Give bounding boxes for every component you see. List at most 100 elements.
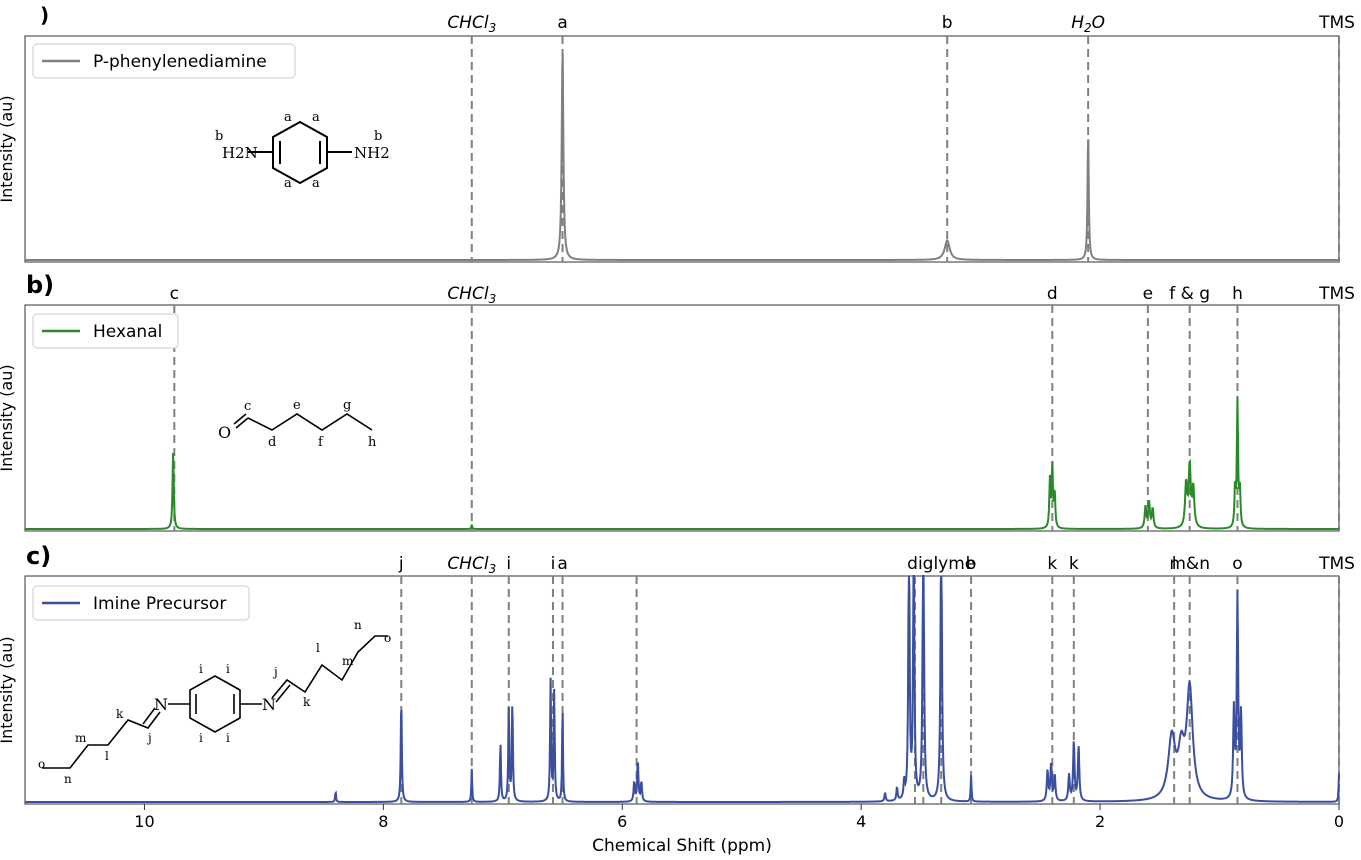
nitrogen-atom: N xyxy=(154,695,168,714)
imine-double-bond xyxy=(142,707,156,725)
peak-label: j xyxy=(398,554,404,574)
panel-a: ) CHCl3 a b H2O TMS P-phenylenediamine Inten… xyxy=(0,3,1355,263)
proton-label: i xyxy=(226,731,230,745)
carbon-label: e xyxy=(293,398,301,413)
x-tick-label: 6 xyxy=(617,812,627,831)
proton-label: i xyxy=(199,662,203,676)
x-tick-label: 4 xyxy=(856,812,866,831)
legend-box xyxy=(32,585,250,621)
imine-double-bond xyxy=(275,684,291,703)
proton-label: b xyxy=(215,129,223,144)
carbon-label: d xyxy=(268,435,276,450)
panel-label: ) xyxy=(40,3,49,27)
legend: Imine Precursor xyxy=(32,585,250,621)
chain-label: l xyxy=(316,641,320,655)
chain-label: j xyxy=(272,665,278,679)
right-chain xyxy=(271,635,388,699)
peak-label: i xyxy=(506,554,511,574)
peak-label: TMS xyxy=(1318,554,1355,574)
proton-label: a xyxy=(312,176,320,191)
y-axis-label: Intensity (au) xyxy=(0,636,16,743)
legend: Hexanal xyxy=(32,313,179,349)
peak-label: i xyxy=(551,554,556,574)
spectrum-trace xyxy=(25,575,1340,803)
peak-label: c xyxy=(170,284,179,304)
x-tick-label: 0 xyxy=(1334,812,1344,831)
proton-label: a xyxy=(284,176,292,191)
proton-label: b xyxy=(374,129,382,144)
peak-label: k xyxy=(1069,554,1079,574)
peak-label: m&n xyxy=(1169,554,1210,574)
y-axis-label: Intensity (au) xyxy=(0,95,16,202)
peak-label: CHCl3 xyxy=(447,284,496,306)
proton-label: i xyxy=(226,662,230,676)
carbonyl-bond xyxy=(233,413,247,425)
peak-label: b xyxy=(966,554,977,574)
chain-label: k xyxy=(116,707,124,721)
legend-label: P-phenylenediamine xyxy=(93,52,267,72)
panel-b: b) c CHCl3 d e f & g h TMS Hexanal Intensity (… xyxy=(0,271,1355,532)
peak-label: H2O xyxy=(1071,13,1105,35)
chain-label: m xyxy=(75,731,87,745)
p-phenylenediamine-structure: H2N NH2 a a a a b b xyxy=(215,110,390,191)
chain-label: k xyxy=(303,695,311,709)
carbon-chain xyxy=(247,413,373,431)
peak-label: CHCl3 xyxy=(447,554,496,576)
proton-label: a xyxy=(284,110,292,125)
x-tick-label: 10 xyxy=(134,812,154,831)
peak-label: f & g xyxy=(1169,284,1210,304)
spectrum-trace xyxy=(25,396,1339,530)
peak-label: a xyxy=(557,13,567,33)
chain-label: o xyxy=(38,757,45,771)
carbonyl-bond xyxy=(235,417,249,429)
peak-label: diglyme xyxy=(907,554,975,574)
chain-label: l xyxy=(105,749,109,763)
legend-box xyxy=(32,313,179,349)
carbon-label: g xyxy=(343,398,351,413)
proton-label: a xyxy=(312,110,320,125)
peak-label: l xyxy=(1172,554,1177,574)
proton-label: i xyxy=(199,731,203,745)
x-tick-label: 2 xyxy=(1095,812,1105,831)
carbon-label: c xyxy=(244,399,251,414)
x-axis-label: Chemical Shift (ppm) xyxy=(592,836,772,856)
legend-label: Hexanal xyxy=(93,322,162,342)
benzene-ring xyxy=(189,675,241,733)
plot-frame xyxy=(24,575,1340,805)
hexanal-structure: O c d e f g h xyxy=(218,398,377,450)
peak-label: a xyxy=(557,554,567,574)
peak-label: CHCl3 xyxy=(447,13,496,35)
carbon-label: f xyxy=(318,435,324,450)
chain-label: n xyxy=(64,772,72,786)
panel-label: b) xyxy=(26,271,54,299)
carbon-label: h xyxy=(368,435,377,450)
peak-label: k xyxy=(1047,554,1057,574)
left-chain xyxy=(42,711,161,769)
reference-lines: CHCl3 a b H2O TMS xyxy=(447,13,1355,262)
peak-label: e xyxy=(1143,284,1153,304)
peak-label: o xyxy=(1232,554,1242,574)
amine-group-left: H2N xyxy=(222,144,258,162)
amine-group-right: NH2 xyxy=(354,144,390,162)
legend: P-phenylenediamine xyxy=(32,43,296,79)
chain-label: n xyxy=(354,618,362,632)
chain-label: m xyxy=(342,654,354,668)
chain-label: o xyxy=(384,631,391,645)
x-tick-label: 8 xyxy=(378,812,388,831)
spectrum-trace xyxy=(25,53,1339,261)
y-axis-label: Intensity (au) xyxy=(0,364,16,471)
peak-label: d xyxy=(1047,284,1058,304)
x-axis: 10 8 6 4 2 0 xyxy=(134,804,1344,831)
reference-lines: c CHCl3 d e f & g h TMS xyxy=(170,284,1355,531)
nitrogen-atom: N xyxy=(262,695,276,714)
imine-precursor-structure: N N i i i i j k l m n o j k l m n o xyxy=(38,618,391,786)
peak-label: h xyxy=(1232,284,1243,304)
legend-box xyxy=(32,43,296,79)
peak-label: TMS xyxy=(1318,13,1355,33)
chain-label: j xyxy=(146,731,152,745)
plot-frame xyxy=(24,35,1340,263)
peak-label: TMS xyxy=(1318,284,1355,304)
